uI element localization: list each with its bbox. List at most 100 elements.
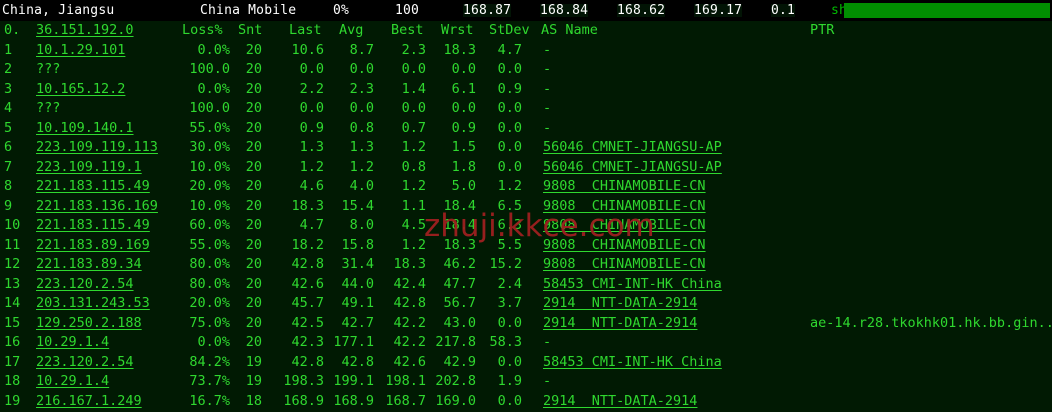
- host-address[interactable]: 10.29.1.4: [36, 334, 110, 350]
- mtr-output: 0. 36.151.192.0 Loss% Snt Last Avg Best …: [0, 21, 1052, 412]
- host-address[interactable]: 221.183.89.34: [36, 256, 142, 272]
- last-ms: 18.2: [291, 236, 324, 253]
- header-stdev: StDev: [489, 22, 530, 38]
- host-address[interactable]: 221.183.89.169: [36, 236, 150, 253]
- avg-ms: 42.7: [341, 314, 374, 331]
- loss-percent: 0.0%: [197, 80, 230, 97]
- worst-ms: 42.9: [443, 353, 476, 370]
- hop-number: 7: [4, 158, 13, 175]
- host-address[interactable]: 129.250.2.188: [36, 314, 142, 331]
- header-hop: 0.: [4, 22, 21, 38]
- as-name[interactable]: 58453 CMI-INT-HK China: [543, 275, 722, 292]
- stdev-ms: 5.5: [497, 236, 522, 253]
- table-row: 10 221.183.115.49 60.0% 20 4.7 8.0 4.5 18.4 6.3 9…: [0, 216, 1052, 236]
- as-name[interactable]: 9808 CHINAMOBILE-CN: [543, 217, 706, 233]
- host-address[interactable]: 10.29.1.4: [36, 373, 110, 389]
- as-name[interactable]: 9808 CHINAMOBILE-CN: [543, 197, 706, 214]
- stdev-ms: 4.7: [497, 41, 522, 58]
- best-ms: 1.2: [401, 178, 426, 194]
- as-name[interactable]: 58453 CMI-INT-HK China: [543, 353, 722, 370]
- table-body: 1 10.1.29.101 0.0% 20 10.6 8.7 2.3 18.3 4.7-2???…: [0, 41, 1052, 412]
- as-name[interactable]: 9808 CHINAMOBILE-CN: [543, 256, 706, 272]
- host-address[interactable]: 221.183.115.49: [36, 178, 150, 194]
- as-name[interactable]: 9808 CHINAMOBILE-CN: [543, 236, 706, 253]
- last-ms: 1.2: [299, 158, 324, 175]
- host-address[interactable]: 10.109.140.1: [36, 119, 134, 136]
- table-row: 2??? 100.0 20 0.0 0.0 0.0 0.0 0.0 -: [0, 60, 1052, 80]
- hop-number: 17: [4, 353, 21, 370]
- table-row: 9 221.183.136.169 10.0% 20 18.3 15.4 1.1 18.4 6.…: [0, 197, 1052, 217]
- worst-ms: 18.3: [443, 41, 476, 58]
- sent-count: 20: [245, 100, 262, 116]
- worst-ms: 18.4: [443, 217, 476, 233]
- host-address[interactable]: 223.120.2.54: [36, 353, 134, 370]
- worst-ms: 217.8: [435, 334, 476, 350]
- as-name[interactable]: 56046 CMNET-JIANGSU-AP: [543, 139, 722, 155]
- host-address: ???: [36, 61, 61, 77]
- stdev-ms: 58.3: [489, 334, 522, 350]
- loss-percent: 20.0%: [189, 178, 230, 194]
- avg-ms: 0.0: [349, 61, 374, 77]
- last-ms: 0.0: [299, 100, 324, 116]
- host-address[interactable]: 221.183.136.169: [36, 197, 158, 214]
- loss-percent: 10.0%: [189, 158, 230, 175]
- host-address[interactable]: 223.109.119.113: [36, 139, 158, 155]
- worst-ms: 169.0: [435, 392, 476, 409]
- as-name[interactable]: 9808 CHINAMOBILE-CN: [543, 178, 706, 194]
- table-row: 14 203.131.243.53 20.0% 20 45.7 49.1 42.8 56.7 3…: [0, 294, 1052, 314]
- host-address[interactable]: 223.120.2.54: [36, 275, 134, 292]
- header-ptr: PTR: [810, 22, 835, 38]
- last-ms: 168.9: [283, 392, 324, 409]
- loss-percent: 75.0%: [189, 314, 230, 331]
- stdev-ms: 1.2: [497, 178, 522, 194]
- table-row: 16 10.29.1.4 0.0% 20 42.3 177.1 42.2 217.8 58.3 -: [0, 333, 1052, 353]
- host-address[interactable]: 223.109.119.1: [36, 158, 142, 175]
- sent-count: 20: [245, 158, 262, 175]
- stdev-ms: 2.4: [497, 275, 522, 292]
- last-ms: 4.7: [299, 217, 324, 233]
- worst-ms: 1.5: [451, 139, 476, 155]
- stdev-ms: 0.0: [497, 139, 522, 155]
- host-address[interactable]: 216.167.1.249: [36, 392, 142, 409]
- sent-count: 20: [245, 217, 262, 233]
- best-ms: 168.7: [385, 392, 426, 409]
- header-target-host[interactable]: 36.151.192.0: [36, 22, 134, 38]
- as-name: -: [543, 334, 552, 350]
- worst-ms: 5.0: [451, 178, 476, 194]
- loss-percent: 0.0%: [197, 41, 230, 58]
- as-name[interactable]: 56046 CMNET-JIANGSU-AP: [543, 158, 722, 175]
- loss-percent: 84.2%: [189, 353, 230, 370]
- as-name[interactable]: 2914 NTT-DATA-2914: [543, 295, 698, 311]
- as-name[interactable]: 2914 NTT-DATA-2914: [543, 314, 698, 331]
- avg-ms: 199.1: [333, 373, 374, 389]
- avg-ms: 1.3: [349, 139, 374, 155]
- worst-ms: 0.9: [451, 119, 476, 136]
- status-worst: 169.17: [694, 3, 743, 18]
- hop-number: 5: [4, 119, 13, 136]
- table-row: 3 10.165.12.2 0.0% 20 2.2 2.3 1.4 6.1 0.9 -: [0, 80, 1052, 100]
- as-name[interactable]: 2914 NTT-DATA-2914: [543, 392, 698, 409]
- as-name: -: [543, 373, 552, 389]
- avg-ms: 4.0: [349, 178, 374, 194]
- sent-count: 20: [245, 178, 262, 194]
- avg-ms: 0.8: [349, 119, 374, 136]
- worst-ms: 6.1: [451, 80, 476, 97]
- table-row: 17 223.120.2.54 84.2% 19 42.8 42.8 42.6 42.9 0.0…: [0, 353, 1052, 373]
- status-location: China, Jiangsu: [2, 3, 115, 18]
- stdev-ms: 6.5: [497, 197, 522, 214]
- avg-ms: 168.9: [333, 392, 374, 409]
- hop-number: 13: [4, 275, 21, 292]
- sent-count: 20: [245, 61, 262, 77]
- host-address[interactable]: 203.131.243.53: [36, 295, 150, 311]
- stdev-ms: 0.0: [497, 119, 522, 136]
- host-address[interactable]: 10.1.29.101: [36, 41, 126, 58]
- host-address[interactable]: 221.183.115.49: [36, 217, 150, 233]
- worst-ms: 56.7: [443, 295, 476, 311]
- worst-ms: 0.0: [451, 61, 476, 77]
- sent-count: 20: [245, 139, 262, 155]
- host-address[interactable]: 10.165.12.2: [36, 80, 126, 97]
- header-as-name: AS Name: [541, 22, 598, 38]
- as-name: -: [543, 61, 552, 77]
- loss-percent: 55.0%: [189, 236, 230, 253]
- worst-ms: 18.3: [443, 236, 476, 253]
